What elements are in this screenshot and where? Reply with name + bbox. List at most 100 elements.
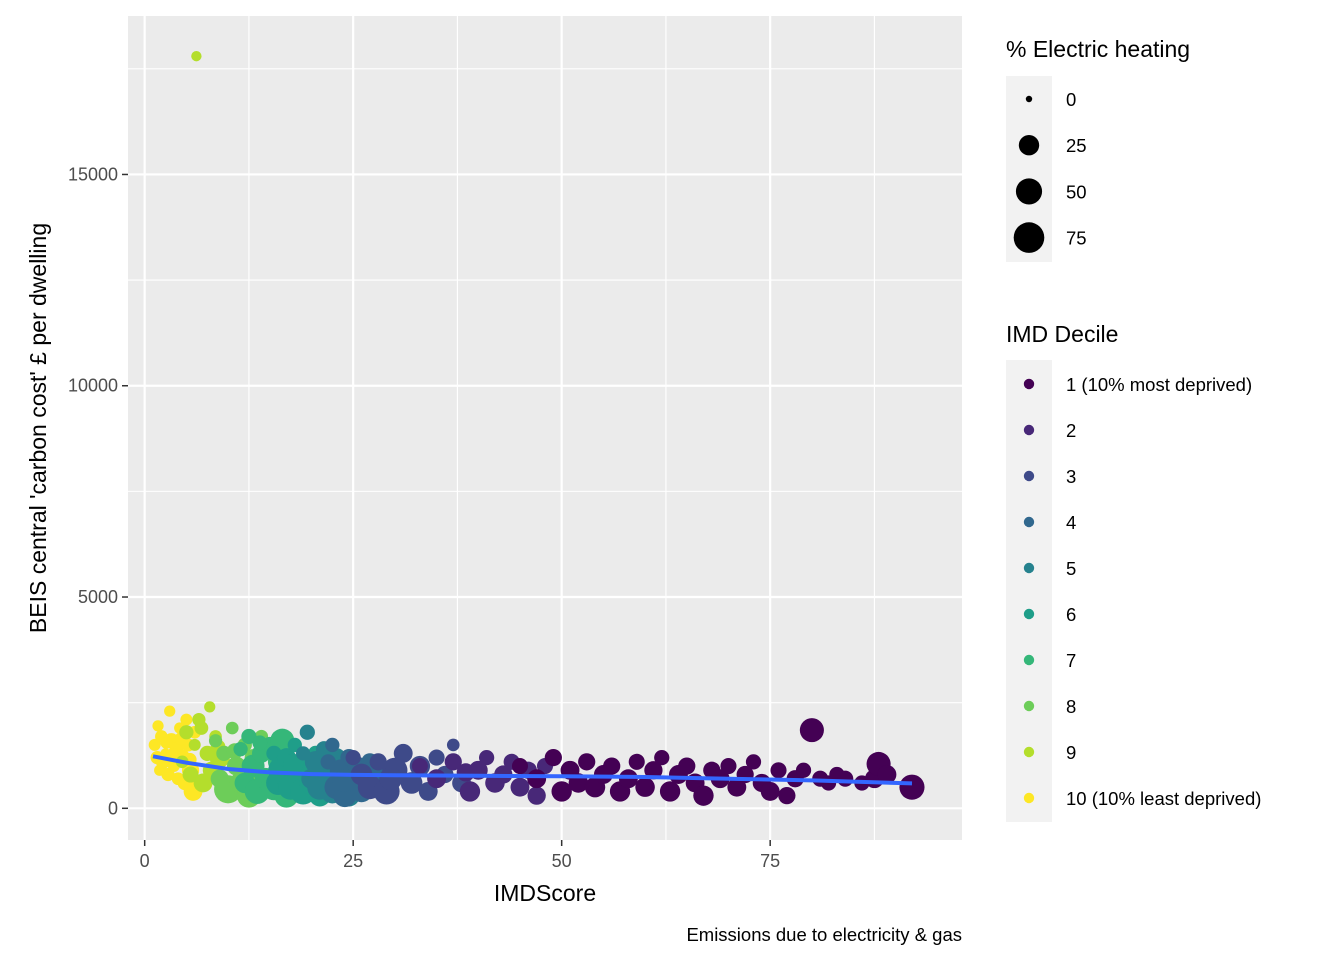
data-point-decile-1: [745, 754, 762, 770]
data-point-decile-1: [544, 748, 562, 767]
color-legend-title: IMD Decile: [1006, 321, 1118, 347]
color-legend-key-background: [1006, 360, 1052, 822]
color-legend-label: 10 (10% least deprived): [1066, 788, 1261, 809]
data-point-decile-1: [659, 781, 681, 802]
size-legend-label: 25: [1066, 135, 1087, 156]
size-legend-label: 0: [1066, 89, 1076, 110]
x-tick-label: 25: [343, 851, 363, 871]
color-legend-label: 7: [1066, 650, 1076, 671]
data-point-decile-1: [693, 785, 714, 806]
data-point-decile-2: [444, 753, 462, 771]
data-point-decile-1: [720, 758, 737, 775]
data-point-decile-9: [182, 766, 199, 783]
data-point-decile-1: [603, 757, 621, 775]
color-legend-label: 9: [1066, 742, 1076, 763]
data-point-decile-10: [180, 713, 193, 726]
x-axis: 0 25 50 75: [140, 840, 780, 871]
size-legend-label: 75: [1066, 228, 1087, 249]
data-point-decile-4: [325, 737, 340, 753]
color-legend-label: 1 (10% most deprived): [1066, 374, 1252, 395]
data-point-decile-3: [446, 738, 460, 752]
data-point-decile-10: [148, 738, 161, 751]
size-legend: 0 25 50 75: [1006, 76, 1087, 262]
data-point-decile-8: [225, 721, 239, 735]
data-point-decile-9: [191, 50, 202, 62]
color-legend-label: 5: [1066, 558, 1076, 579]
y-tick-label: 0: [108, 798, 118, 818]
size-legend-title: % Electric heating: [1006, 36, 1190, 62]
size-legend-dot: [1018, 135, 1040, 156]
color-legend-label: 4: [1066, 512, 1076, 533]
data-point-decile-9: [193, 773, 213, 793]
color-legend-label: 2: [1066, 420, 1076, 441]
data-point-decile-7: [241, 728, 257, 745]
data-point-decile-1: [795, 762, 812, 778]
y-tick-label: 10000: [68, 376, 118, 396]
y-axis-title: BEIS central 'carbon cost' £ per dwellin…: [25, 223, 51, 633]
data-point-decile-10: [164, 705, 176, 717]
data-point-decile-3: [428, 749, 445, 766]
data-point-decile-2: [459, 781, 481, 802]
size-legend-dot: [1013, 222, 1045, 253]
x-tick-label: 75: [760, 851, 780, 871]
y-axis: 0 5000 10000 15000: [68, 164, 128, 818]
data-point-decile-9: [179, 725, 194, 740]
data-point-decile-1: [511, 758, 529, 775]
data-point-decile-3: [393, 743, 413, 763]
color-legend-dot: [1023, 700, 1035, 712]
data-point-decile-1: [727, 777, 747, 797]
data-point-decile-1: [628, 753, 645, 770]
data-point-decile-1: [678, 757, 696, 775]
data-point-decile-1: [551, 781, 572, 802]
color-legend-dot: [1023, 608, 1035, 620]
color-legend-dot: [1023, 654, 1035, 666]
data-point-decile-7: [252, 735, 268, 751]
color-legend-dot: [1023, 424, 1035, 436]
color-legend: 1 (10% most deprived) 2 3 4 5 6 7 8 9 10 (10% lea…: [1006, 360, 1261, 822]
data-point-decile-5: [299, 724, 315, 740]
color-legend-dot: [1023, 746, 1035, 758]
y-tick-label: 15000: [68, 164, 118, 184]
size-legend-dot: [1025, 95, 1033, 103]
smooth-trend-line: [152, 754, 913, 786]
data-point-decile-2: [510, 777, 530, 797]
data-point-decile-9: [194, 721, 209, 735]
y-tick-label: 5000: [78, 587, 118, 607]
data-point-decile-1: [644, 761, 663, 780]
data-point-decile-1: [654, 749, 670, 766]
chart-caption: Emissions due to electricity & gas: [686, 924, 962, 945]
data-point-decile-6: [282, 753, 304, 775]
color-legend-label: 8: [1066, 696, 1076, 717]
color-legend-dot: [1023, 470, 1035, 482]
data-point-decile-10: [160, 736, 173, 749]
data-point-decile-1: [799, 718, 824, 743]
data-point-decile-7: [233, 741, 248, 757]
color-legend-dot: [1023, 378, 1035, 390]
x-tick-label: 50: [552, 851, 572, 871]
data-point-decile-3: [400, 772, 423, 794]
data-point-decile-1: [837, 770, 854, 787]
data-point-decile-1: [899, 774, 925, 800]
size-legend-dot: [1015, 178, 1043, 205]
data-point-decile-1: [635, 777, 655, 797]
x-axis-title: IMDScore: [494, 880, 596, 906]
data-point-decile-10: [152, 720, 164, 732]
plot-panel: [128, 16, 962, 840]
data-point-decile-1: [877, 765, 897, 784]
data-point-decile-1: [578, 753, 596, 771]
data-point-decile-1: [527, 769, 547, 789]
minor-gridlines: [128, 16, 962, 840]
data-point-decile-1: [770, 762, 787, 779]
data-point-decile-3: [345, 749, 361, 766]
color-legend-label: 3: [1066, 466, 1076, 487]
x-tick-label: 0: [140, 851, 150, 871]
color-legend-label: 6: [1066, 604, 1076, 625]
major-gridlines: [128, 16, 962, 840]
data-point-decile-9: [204, 701, 216, 713]
color-legend-dot: [1023, 516, 1035, 528]
color-legend-dot: [1023, 562, 1035, 574]
data-point-decile-1: [760, 781, 780, 801]
data-point-decile-9: [188, 738, 201, 751]
data-point-decile-2: [479, 749, 495, 766]
